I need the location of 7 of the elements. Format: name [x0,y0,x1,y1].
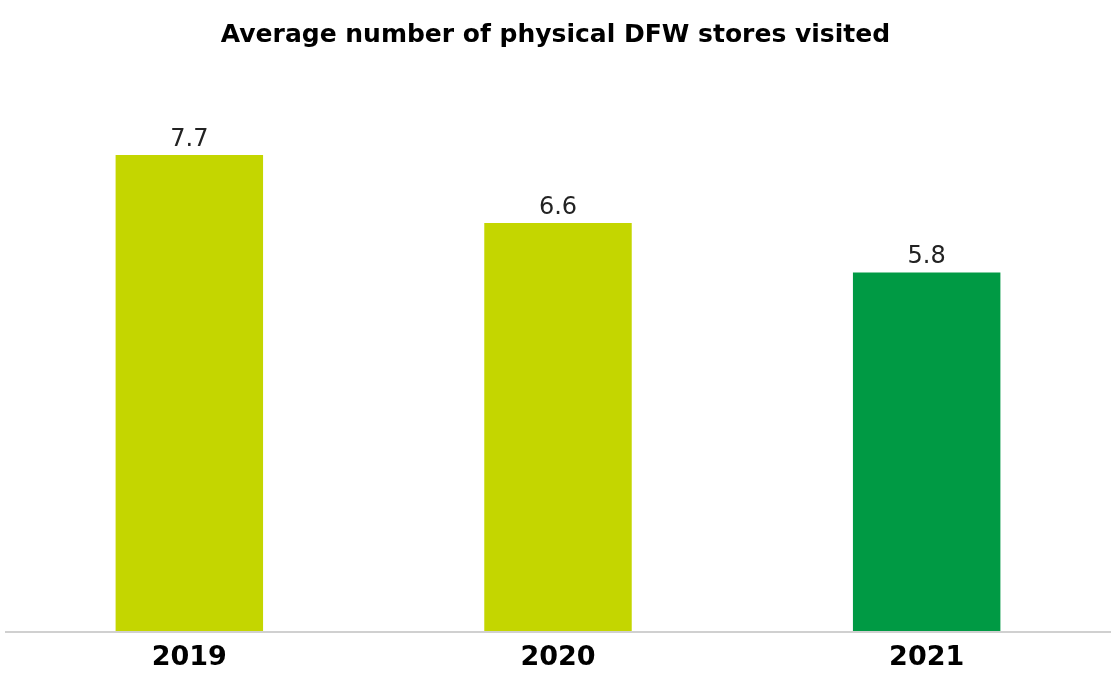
data-label: 5.8 [907,241,946,270]
chart-title: Average number of physical DFW stores visited [220,18,891,48]
data-label: 6.6 [538,192,578,221]
data-label: 7.7 [170,124,209,153]
x-tick-label: 2020 [520,640,596,672]
x-tick-label: 2019 [151,640,227,672]
x-tick-label: 2021 [889,640,965,672]
